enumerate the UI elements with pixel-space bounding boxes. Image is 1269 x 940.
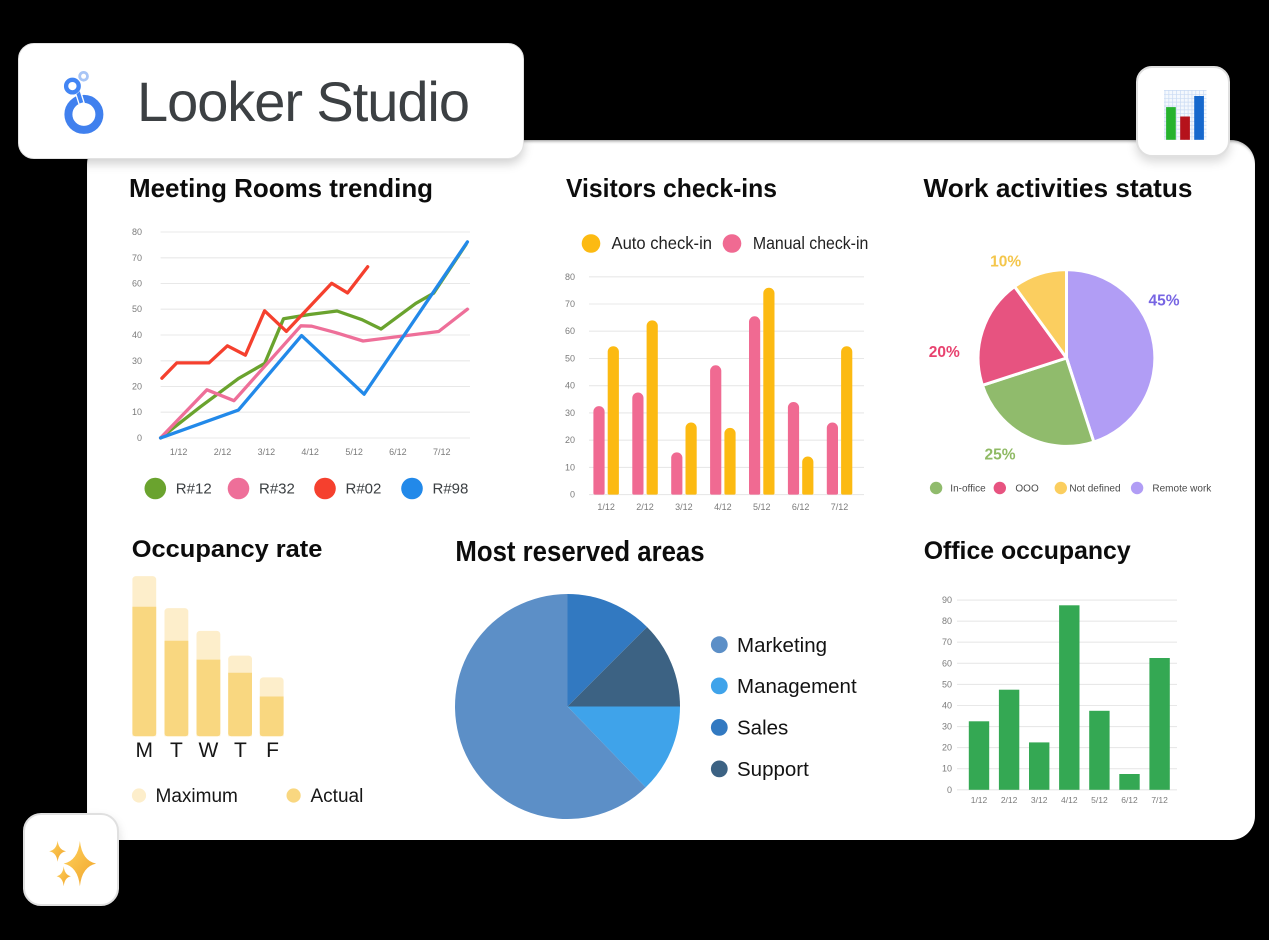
svg-text:OOO: OOO [1015, 483, 1039, 494]
svg-text:1/12: 1/12 [971, 795, 988, 805]
svg-text:Sales: Sales [737, 717, 788, 740]
svg-text:Office occupancy: Office occupancy [924, 537, 1131, 565]
svg-text:Manual check-in: Manual check-in [753, 233, 868, 253]
svg-text:40: 40 [132, 330, 142, 340]
svg-text:Maximum: Maximum [156, 786, 238, 807]
svg-text:7/12: 7/12 [831, 502, 849, 512]
svg-text:80: 80 [565, 272, 575, 282]
svg-text:60: 60 [942, 658, 952, 668]
svg-text:M: M [136, 739, 154, 762]
svg-text:45%: 45% [1148, 293, 1179, 310]
svg-text:30: 30 [565, 408, 575, 418]
svg-text:3/12: 3/12 [258, 447, 276, 457]
svg-text:T: T [234, 739, 247, 762]
svg-text:20: 20 [132, 382, 142, 392]
svg-text:7/12: 7/12 [1151, 795, 1168, 805]
svg-text:50: 50 [132, 304, 142, 314]
svg-text:Visitors check-ins: Visitors check-ins [566, 173, 777, 203]
svg-text:W: W [198, 739, 218, 762]
svg-text:1/12: 1/12 [597, 502, 615, 512]
svg-text:Most reserved areas: Most reserved areas [455, 536, 704, 568]
svg-text:50: 50 [565, 354, 575, 364]
svg-text:40: 40 [565, 381, 575, 391]
svg-text:20: 20 [565, 435, 575, 445]
svg-text:6/12: 6/12 [1121, 795, 1138, 805]
svg-text:Work activities status: Work activities status [924, 173, 1193, 203]
svg-text:Not defined: Not defined [1069, 483, 1120, 494]
svg-text:R#32: R#32 [259, 481, 295, 498]
svg-text:10: 10 [565, 462, 575, 472]
svg-text:60: 60 [132, 279, 142, 289]
svg-text:50: 50 [942, 679, 952, 689]
svg-text:Remote work: Remote work [1152, 483, 1212, 494]
svg-text:80: 80 [942, 616, 952, 626]
svg-text:10: 10 [942, 764, 952, 774]
svg-text:R#98: R#98 [433, 481, 469, 498]
svg-text:5/12: 5/12 [753, 502, 771, 512]
svg-text:6/12: 6/12 [792, 502, 810, 512]
svg-text:10: 10 [132, 407, 142, 417]
svg-text:90: 90 [942, 595, 952, 605]
svg-text:R#12: R#12 [176, 481, 212, 498]
svg-text:70: 70 [565, 299, 575, 309]
svg-text:F: F [266, 739, 279, 762]
svg-text:Auto check-in: Auto check-in [612, 233, 713, 253]
svg-text:4/12: 4/12 [301, 447, 319, 457]
svg-text:Management: Management [737, 675, 857, 698]
svg-text:60: 60 [565, 326, 575, 336]
svg-text:2/12: 2/12 [1001, 795, 1018, 805]
svg-text:0: 0 [137, 433, 142, 443]
svg-text:20: 20 [942, 743, 952, 753]
svg-text:R#02: R#02 [346, 481, 382, 498]
svg-text:3/12: 3/12 [1031, 795, 1048, 805]
svg-text:4/12: 4/12 [1061, 795, 1078, 805]
svg-text:In-office: In-office [950, 483, 986, 494]
svg-text:T: T [170, 739, 183, 762]
svg-text:Meeting Rooms trending: Meeting Rooms trending [129, 173, 433, 203]
svg-text:3/12: 3/12 [675, 502, 693, 512]
svg-text:2/12: 2/12 [214, 447, 232, 457]
svg-text:Support: Support [737, 758, 809, 781]
svg-text:20%: 20% [929, 344, 960, 361]
svg-text:4/12: 4/12 [714, 502, 732, 512]
svg-text:70: 70 [132, 253, 142, 263]
svg-text:1/12: 1/12 [170, 447, 188, 457]
svg-text:0: 0 [570, 490, 575, 500]
svg-text:5/12: 5/12 [345, 447, 363, 457]
svg-text:Marketing: Marketing [737, 634, 827, 657]
svg-text:0: 0 [947, 785, 952, 795]
svg-text:40: 40 [942, 701, 952, 711]
svg-text:5/12: 5/12 [1091, 795, 1108, 805]
svg-text:25%: 25% [984, 447, 1015, 464]
svg-text:7/12: 7/12 [433, 447, 451, 457]
svg-text:30: 30 [132, 356, 142, 366]
svg-text:2/12: 2/12 [636, 502, 654, 512]
svg-text:70: 70 [942, 637, 952, 647]
svg-text:Occupancy rate: Occupancy rate [132, 536, 323, 563]
svg-text:80: 80 [132, 227, 142, 237]
svg-text:6/12: 6/12 [389, 447, 407, 457]
svg-text:30: 30 [942, 722, 952, 732]
svg-text:Actual: Actual [311, 786, 364, 807]
svg-text:10%: 10% [990, 254, 1021, 271]
